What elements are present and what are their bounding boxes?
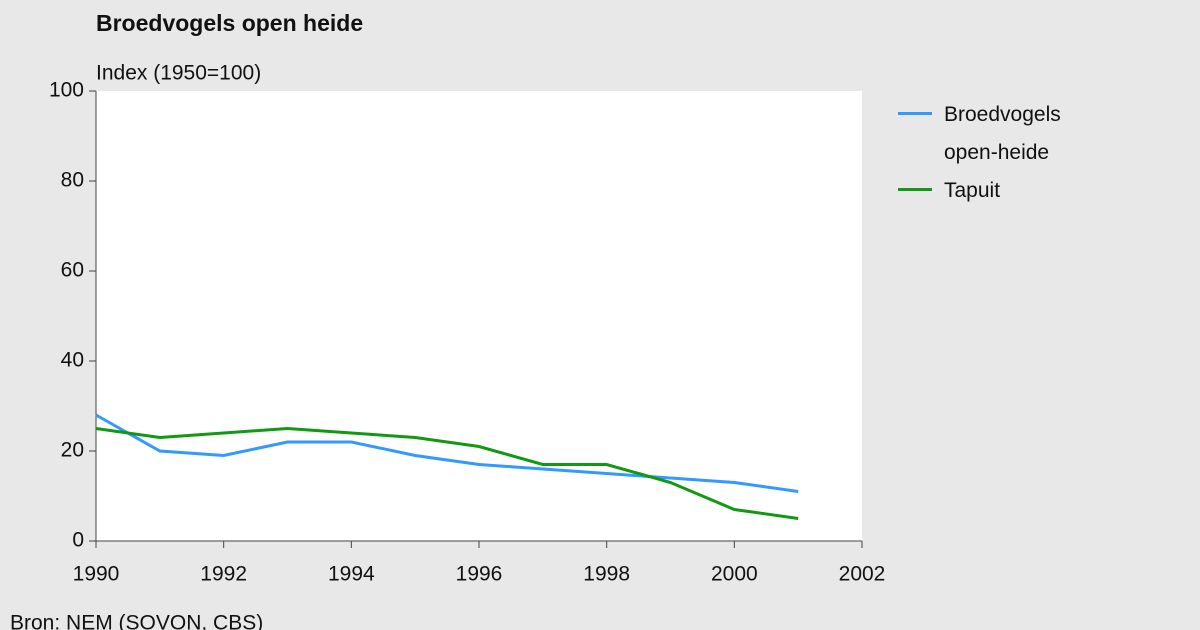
x-tick-label: 2000 (711, 563, 758, 586)
series-line (95, 413, 799, 493)
y-tick-label: 100 (49, 79, 84, 102)
plot-area (96, 91, 862, 541)
y-tick-label: 80 (61, 169, 84, 192)
x-tick-label: 1990 (73, 563, 120, 586)
legend-item: Tapuit (898, 172, 1098, 210)
x-tick-label: 1996 (456, 563, 503, 586)
y-tick-label: 40 (61, 349, 84, 372)
source: Bron: NEM (SOVON, CBS) (10, 612, 263, 630)
legend-swatch (898, 112, 932, 115)
legend-label: Broedvogels open-heide (944, 103, 1061, 164)
y-tick-label: 60 (61, 259, 84, 282)
x-tick-label: 1992 (200, 563, 247, 586)
y-axis-label: Index (1950=100) (96, 62, 261, 85)
x-tick-label: 1998 (583, 563, 630, 586)
series-line (95, 426, 799, 520)
x-tick-label: 1994 (328, 563, 375, 586)
y-tick-label: 0 (72, 529, 84, 552)
legend-swatch (898, 188, 932, 191)
legend-item: Broedvogels open-heide (898, 96, 1098, 172)
y-tick-label: 20 (61, 439, 84, 462)
x-tick-label: 2002 (839, 563, 886, 586)
legend-label: Tapuit (944, 179, 1001, 202)
chart-title: Broedvogels open heide (96, 10, 363, 36)
legend: Broedvogels open-heide Tapuit (898, 96, 1098, 210)
